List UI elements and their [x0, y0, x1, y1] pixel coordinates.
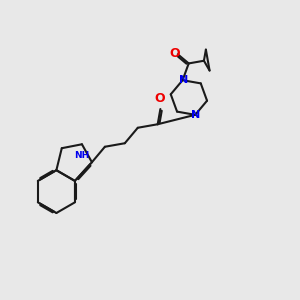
Text: O: O: [169, 46, 179, 60]
Text: O: O: [154, 92, 165, 106]
Text: NH: NH: [74, 151, 90, 160]
Text: N: N: [178, 75, 188, 85]
Text: N: N: [191, 110, 200, 120]
